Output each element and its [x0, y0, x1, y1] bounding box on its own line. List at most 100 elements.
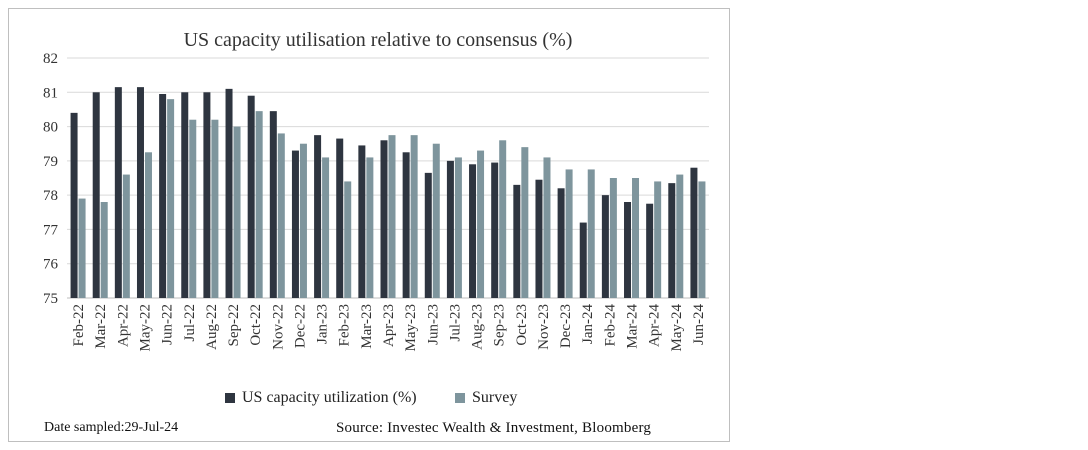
bar-us-capacity-may-23 [402, 152, 410, 298]
bar-us-capacity-may-24 [668, 183, 676, 298]
bar-survey-jun-24 [698, 181, 706, 298]
bar-us-capacity-may-22 [136, 87, 144, 298]
bar-survey-nov-22 [277, 133, 285, 298]
bar-survey-mar-22 [100, 202, 108, 298]
bar-survey-oct-23 [521, 147, 529, 298]
bar-us-capacity-apr-23 [380, 140, 388, 298]
x-tick-label: Mar-24 [625, 304, 641, 349]
x-tick-label: Feb-23 [337, 304, 353, 347]
y-tick-label: 81 [43, 85, 58, 101]
bar-us-capacity-sep-22 [225, 88, 233, 298]
legend-swatch-survey [455, 393, 465, 403]
x-tick-label: May-22 [137, 304, 153, 352]
bar-survey-jan-23 [322, 157, 330, 298]
bar-us-capacity-jul-23 [446, 160, 454, 298]
date-sampled: Date sampled:29-Jul-24 [44, 420, 179, 435]
bar-survey-oct-22 [255, 111, 263, 298]
x-tick-label: Apr-24 [647, 304, 663, 348]
bar-us-capacity-feb-23 [336, 138, 344, 298]
x-tick-label: Oct-22 [248, 304, 264, 346]
x-tick-label: Mar-22 [93, 304, 109, 349]
bar-survey-dec-23 [565, 169, 573, 298]
x-tick-label: May-24 [669, 304, 685, 352]
bar-survey-may-22 [144, 152, 152, 298]
bar-us-capacity-feb-24 [601, 195, 609, 298]
bar-us-capacity-nov-23 [535, 179, 543, 298]
y-tick-label: 75 [43, 291, 58, 307]
x-tick-label: Sep-23 [492, 304, 508, 347]
x-tick-label: Aug-23 [470, 304, 486, 350]
legend-label-survey: Survey [472, 389, 518, 406]
bar-survey-may-24 [676, 174, 684, 298]
bar-us-capacity-oct-22 [247, 95, 255, 299]
x-tick-label: Oct-23 [514, 304, 530, 346]
bar-survey-dec-22 [299, 143, 307, 298]
bar-survey-sep-22 [233, 126, 241, 298]
bar-survey-jul-22 [189, 119, 197, 299]
x-tick-label: Nov-22 [270, 304, 286, 350]
bar-survey-aug-23 [477, 150, 485, 298]
chart-frame: US capacity utilisation relative to cons… [8, 8, 730, 442]
x-tick-label: Jan-24 [580, 304, 596, 344]
bar-survey-mar-24 [632, 178, 640, 298]
bar-survey-mar-23 [366, 157, 374, 298]
bar-us-capacity-mar-23 [358, 145, 366, 298]
bar-us-capacity-dec-23 [557, 188, 565, 298]
x-tick-label: Dec-22 [292, 304, 308, 348]
chart-legend: US capacity utilization (%) Survey [9, 389, 729, 409]
legend-swatch-us-capacity [225, 393, 235, 403]
bar-survey-may-23 [410, 135, 418, 298]
bar-us-capacity-apr-22 [114, 87, 122, 298]
x-tick-label: Jun-24 [691, 304, 707, 345]
bar-survey-feb-24 [609, 178, 617, 298]
bar-survey-jan-24 [587, 169, 595, 298]
bar-us-capacity-nov-22 [269, 111, 277, 298]
y-tick-label: 76 [43, 257, 59, 273]
bar-us-capacity-aug-22 [203, 92, 211, 298]
bar-survey-aug-22 [211, 119, 219, 299]
y-tick-label: 77 [43, 222, 59, 238]
x-tick-label: Jul-22 [182, 304, 198, 342]
bar-us-capacity-mar-24 [624, 202, 632, 298]
bar-us-capacity-jan-23 [314, 135, 322, 298]
bar-us-capacity-jan-24 [579, 222, 587, 298]
bar-us-capacity-dec-22 [291, 150, 299, 298]
x-tick-label: Apr-22 [115, 304, 131, 347]
bar-survey-apr-24 [654, 181, 662, 298]
bar-survey-apr-23 [388, 135, 396, 298]
x-tick-label: Jun-23 [425, 304, 441, 345]
x-tick-label: Jun-22 [160, 304, 176, 345]
bar-us-capacity-oct-23 [513, 184, 521, 298]
bar-survey-jul-23 [454, 157, 462, 298]
bar-us-capacity-sep-23 [491, 162, 499, 298]
bar-us-capacity-apr-24 [646, 203, 654, 298]
source-note: Source: Investec Wealth & Investment, Bl… [336, 420, 652, 436]
bar-survey-apr-22 [122, 174, 130, 298]
bar-survey-sep-23 [499, 140, 507, 298]
x-tick-label: Feb-22 [71, 304, 87, 347]
legend-label-us-capacity: US capacity utilization (%) [242, 389, 417, 406]
chart-title: US capacity utilisation relative to cons… [184, 29, 573, 51]
bar-us-capacity-feb-22 [70, 112, 78, 298]
x-tick-label: Aug-22 [204, 304, 220, 350]
chart-plot: US capacity utilisation relative to cons… [43, 29, 709, 352]
bar-survey-nov-23 [543, 157, 551, 298]
y-tick-label: 80 [43, 120, 58, 136]
x-tick-label: Nov-23 [536, 304, 552, 350]
x-tick-label: Jan-23 [315, 304, 331, 344]
bar-us-capacity-jul-22 [181, 92, 189, 298]
x-tick-label: Sep-22 [226, 304, 242, 347]
bar-us-capacity-jun-23 [424, 172, 432, 298]
legend-item-survey: Survey [455, 389, 517, 407]
bar-survey-feb-23 [344, 181, 352, 298]
bar-us-capacity-mar-22 [92, 92, 100, 298]
legend-item-us-capacity: US capacity utilization (%) [225, 389, 417, 407]
x-tick-label: Mar-23 [359, 304, 375, 349]
y-tick-label: 79 [43, 154, 58, 170]
bar-us-capacity-aug-23 [469, 164, 477, 298]
bar-survey-jun-23 [432, 143, 440, 298]
x-tick-label: May-23 [403, 304, 419, 352]
bar-us-capacity-jun-24 [690, 167, 698, 298]
bar-survey-jun-22 [167, 99, 175, 298]
y-tick-label: 82 [43, 51, 58, 67]
